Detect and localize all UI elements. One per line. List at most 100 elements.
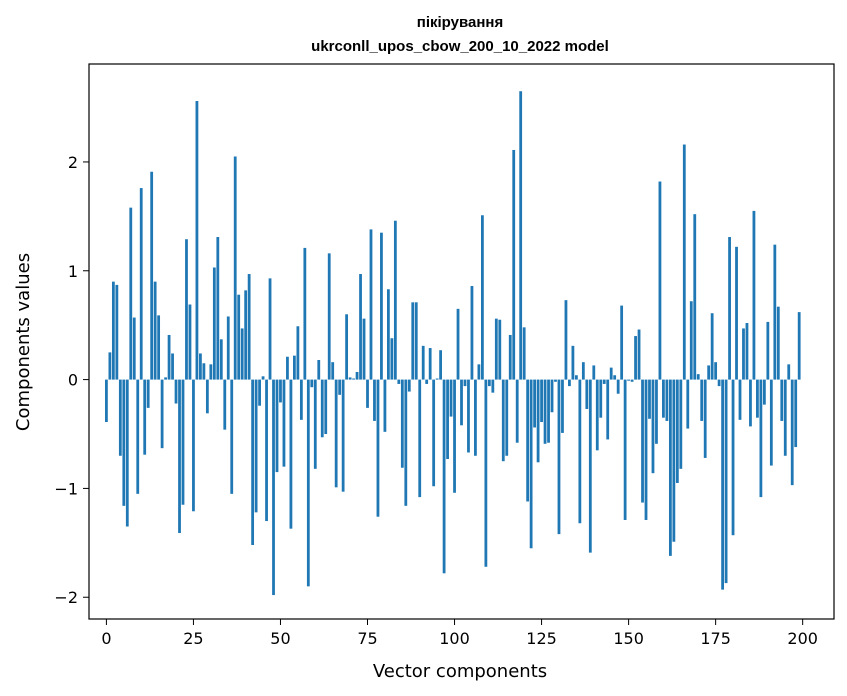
bar-21 [178,379,181,534]
bar-81 [387,289,390,380]
bar-126 [543,379,547,444]
bar-132 [564,300,568,380]
bar-149 [623,379,627,520]
x-tick-label: 100 [439,629,470,648]
bar-74 [362,318,366,380]
bar-50 [279,379,282,403]
bar-147 [616,379,620,394]
bar-35 [226,316,230,380]
bar-62 [320,379,324,438]
bar-59 [310,379,314,388]
x-tick-label: 150 [613,629,644,648]
chart-title: пікірування [417,14,503,31]
bar-53 [289,379,293,529]
x-tick-label: 175 [700,629,731,648]
bar-196 [787,364,791,380]
bar-98 [446,379,449,460]
bar-3 [115,284,119,380]
bar-108 [481,215,484,380]
bar-189 [762,379,766,405]
y-tick-label: 1 [68,262,78,281]
bar-173 [707,365,711,380]
bar-121 [526,379,530,502]
bar-30 [209,364,213,380]
bar-79 [380,232,383,380]
bar-23 [185,239,188,380]
bar-102 [460,379,463,426]
x-tick-label: 200 [787,629,818,648]
bar-63 [324,379,328,434]
bar-125 [540,379,543,423]
bar-45 [261,376,265,380]
bar-41 [247,274,251,380]
bar-56 [299,379,303,420]
bar-161 [665,379,669,421]
bar-156 [648,379,651,419]
bar-71 [352,378,355,380]
bar-36 [230,379,234,494]
bar-28 [202,363,206,380]
plot-frame [88,63,835,620]
bar-124 [536,379,540,463]
bar-197 [790,379,794,486]
bar-55 [296,326,300,380]
bar-123 [533,379,536,428]
bar-150 [627,379,630,381]
x-axis-label: Vector components [373,661,547,682]
bar-154 [641,379,644,503]
bar-148 [620,305,624,380]
bar-169 [693,214,697,380]
bar-85 [400,379,404,468]
bar-135 [574,375,578,380]
bar-157 [651,379,655,474]
bar-10 [139,188,143,380]
bar-128 [550,379,554,413]
bar-179 [728,237,731,380]
bar-184 [745,323,749,380]
bar-94 [432,379,436,487]
bar-171 [700,379,704,421]
bar-93 [428,348,432,380]
bar-61 [317,360,321,380]
bar-158 [655,379,658,444]
bar-193 [776,306,780,380]
bar-134 [571,345,575,380]
bar-106 [474,379,477,456]
bar-67 [338,379,342,395]
bar-127 [547,379,550,443]
bar-164 [675,379,679,483]
x-tick-label: 75 [357,629,377,648]
bar-163 [672,379,676,542]
bar-80 [383,379,387,432]
bar-118 [515,379,519,443]
bar-122 [529,379,533,549]
bar-69 [345,314,349,380]
bar-27 [199,353,202,380]
bar-8 [132,317,136,380]
bar-119 [519,91,523,380]
y-tick-label: 2 [68,153,78,172]
bar-72 [355,371,359,380]
bar-76 [369,229,373,380]
bar-12 [146,379,150,408]
bar-181 [735,246,738,380]
bar-133 [568,379,571,387]
bar-96 [439,350,443,380]
bar-97 [442,379,446,574]
bar-111 [491,379,495,393]
bar-47 [268,278,272,380]
bar-160 [662,379,665,418]
bar-75 [366,379,369,408]
bar-105 [470,286,474,380]
bar-174 [710,313,714,380]
bar-series [105,91,801,596]
bar-22 [181,379,185,505]
bar-5 [122,379,126,506]
bar-99 [449,379,453,417]
bar-143 [602,379,606,384]
bar-29 [205,379,209,414]
bar-167 [686,379,690,429]
bar-64 [327,253,331,380]
bar-172 [703,379,707,458]
